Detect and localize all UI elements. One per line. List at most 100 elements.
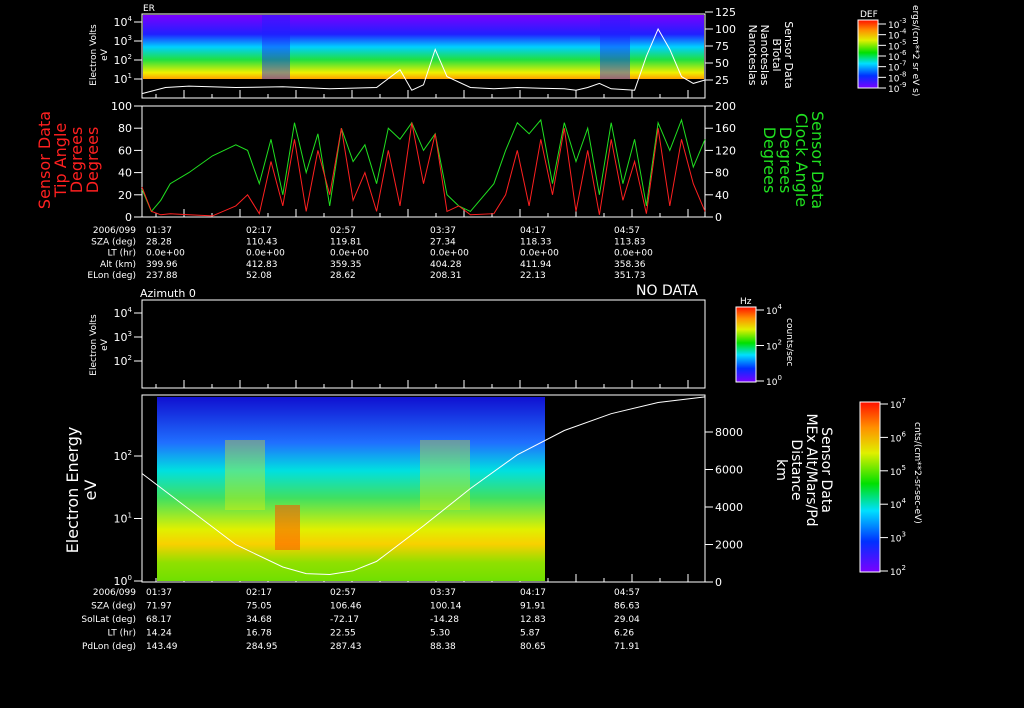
panel4-right-tick-label: 8000 (715, 426, 743, 439)
tick-exponent: 2 (128, 354, 132, 362)
colorbar3-tick-label: 102 (766, 339, 782, 353)
btotal-line (141, 27, 706, 95)
title-line: BTotal (770, 38, 783, 71)
colorbar3-unit: counts/sec (784, 318, 794, 366)
tick-exponent: 3 (128, 330, 132, 338)
colorbar3-title: Hz (740, 297, 752, 307)
table-cell: 71.97 (146, 602, 172, 612)
ylabel-line: eV (100, 48, 110, 61)
tick-exponent: 3 (901, 531, 905, 539)
panel2-right-tick-label: 120 (715, 144, 736, 157)
table-cell: 110.43 (246, 237, 278, 247)
tick-exponent: 0 (777, 374, 781, 382)
er-spectrogram (143, 15, 704, 79)
colorbar4-tick-label: 104 (890, 497, 906, 511)
colorbar3-ticks: 104 102 100 (756, 303, 782, 388)
table-row-label: Alt (km) (100, 260, 136, 270)
tick-exponent: 4 (777, 303, 782, 311)
title-line: Degrees (67, 127, 86, 194)
ylabel-line: eV (100, 338, 110, 351)
panel1-y-tick-label: 104 (114, 15, 133, 29)
table-cell: 02:57 (330, 226, 356, 236)
table-cell: 68.17 (146, 615, 172, 625)
er-spectrogram-gap (262, 15, 290, 79)
table-cell: 03:37 (430, 226, 456, 236)
table-cell: 0.0e+00 (146, 249, 185, 259)
table-row-label: PdLon (deg) (82, 642, 136, 652)
table-cell: 86.63 (614, 602, 640, 612)
no-data-label: NO DATA (636, 283, 698, 299)
table-cell: 143.49 (146, 642, 178, 652)
table-row-label: ELon (deg) (87, 271, 136, 281)
panel2-left-tick-label: 80 (118, 122, 132, 135)
tick-exponent: 6 (901, 430, 906, 438)
table-cell: 399.96 (146, 260, 178, 270)
tick-exponent: 4 (128, 306, 133, 314)
electron-energy-spectrogram (157, 397, 545, 581)
table-cell: 22.13 (520, 271, 546, 281)
title-line: Distance (788, 439, 804, 500)
panel2-left-tick-label: 40 (118, 167, 132, 180)
table-cell: 100.14 (430, 602, 462, 612)
panel1-y-tick-label: 101 (114, 72, 132, 86)
table-cell: 106.46 (330, 602, 362, 612)
table-cell: 412.83 (246, 260, 278, 270)
panel2-right-axis: 200 160 120 80 40 0 (705, 100, 736, 224)
table-cell: -72.17 (330, 615, 359, 625)
table-cell: 52.08 (246, 271, 272, 281)
table-cell: 118.33 (520, 237, 552, 247)
panel1-y-tick-label: 103 (114, 34, 132, 48)
title-line: Sensor Data (808, 111, 827, 209)
panel2-left-tick-label: 0 (125, 211, 132, 224)
panel1-frame (141, 13, 706, 99)
panel4-right-tick-label: 4000 (715, 501, 743, 514)
panel4-y-tick-label: 100 (114, 574, 132, 588)
azimuth-label: Azimuth 0 (140, 287, 196, 300)
panel3-yaxis: 104 103 102 (114, 306, 142, 368)
title-line: Degrees (83, 127, 102, 194)
tick-exponent: 3 (128, 34, 132, 42)
ylabel-line: Electron Volts (89, 314, 99, 376)
tick-exponent: 4 (128, 15, 133, 23)
table-cell: 14.24 (146, 629, 172, 639)
tick-exponent: 2 (777, 339, 781, 347)
table-row-label: LT (hr) (107, 249, 136, 259)
panel2-left-tick-label: 20 (118, 189, 132, 202)
table-cell: 02:57 (330, 588, 356, 598)
panel3-y-tick-label: 103 (114, 330, 132, 344)
tick-exponent: 2 (901, 564, 905, 572)
panel2-left-tick-label: 60 (118, 144, 132, 157)
panel2-right-tick-label: 80 (715, 167, 729, 180)
table-cell: 0.0e+00 (614, 249, 653, 259)
panel1-right-axis: 125 100 75 50 25 (705, 6, 736, 87)
tick-exponent: -9 (899, 81, 906, 89)
table-cell: 29.04 (614, 615, 640, 625)
panel1-yaxis: 104 103 102 101 (114, 15, 142, 86)
table-cell: 359.35 (330, 260, 362, 270)
tick-exponent: -8 (899, 70, 906, 78)
table-cell: 5.30 (430, 629, 450, 639)
table-cell: 28.62 (330, 271, 356, 281)
panel1-right-tick-label: 125 (715, 6, 736, 19)
panel4-right-axis: 8000 6000 4000 2000 0 (705, 426, 743, 589)
table-row-label: LT (hr) (107, 629, 136, 639)
panel1-label: ER (143, 4, 155, 14)
panel4-right-tick-label: 0 (715, 576, 722, 589)
altitude-line (141, 396, 706, 576)
spectrogram-feature (225, 440, 265, 510)
colorbar4-tick-label: 102 (890, 564, 906, 578)
title-line: Tip Angle (51, 123, 70, 199)
panel4-right-tick-label: 2000 (715, 539, 743, 552)
panel2-left-title: Sensor Data Tip Angle Degrees Degrees (35, 111, 102, 209)
table-cell: 6.26 (614, 629, 634, 639)
table-cell: 0.0e+00 (246, 249, 285, 259)
table-row-label: SZA (deg) (91, 237, 136, 247)
ylabel-line: Electron Energy (63, 427, 82, 554)
table-cell: 71.91 (614, 642, 640, 652)
table-cell: 27.34 (430, 237, 456, 247)
title-line: Degrees (760, 127, 779, 194)
panel2-right-tick-label: 40 (715, 189, 729, 202)
panel3-frame (141, 299, 706, 389)
tick-exponent: -5 (899, 38, 906, 46)
tick-exponent: 1 (128, 512, 132, 520)
